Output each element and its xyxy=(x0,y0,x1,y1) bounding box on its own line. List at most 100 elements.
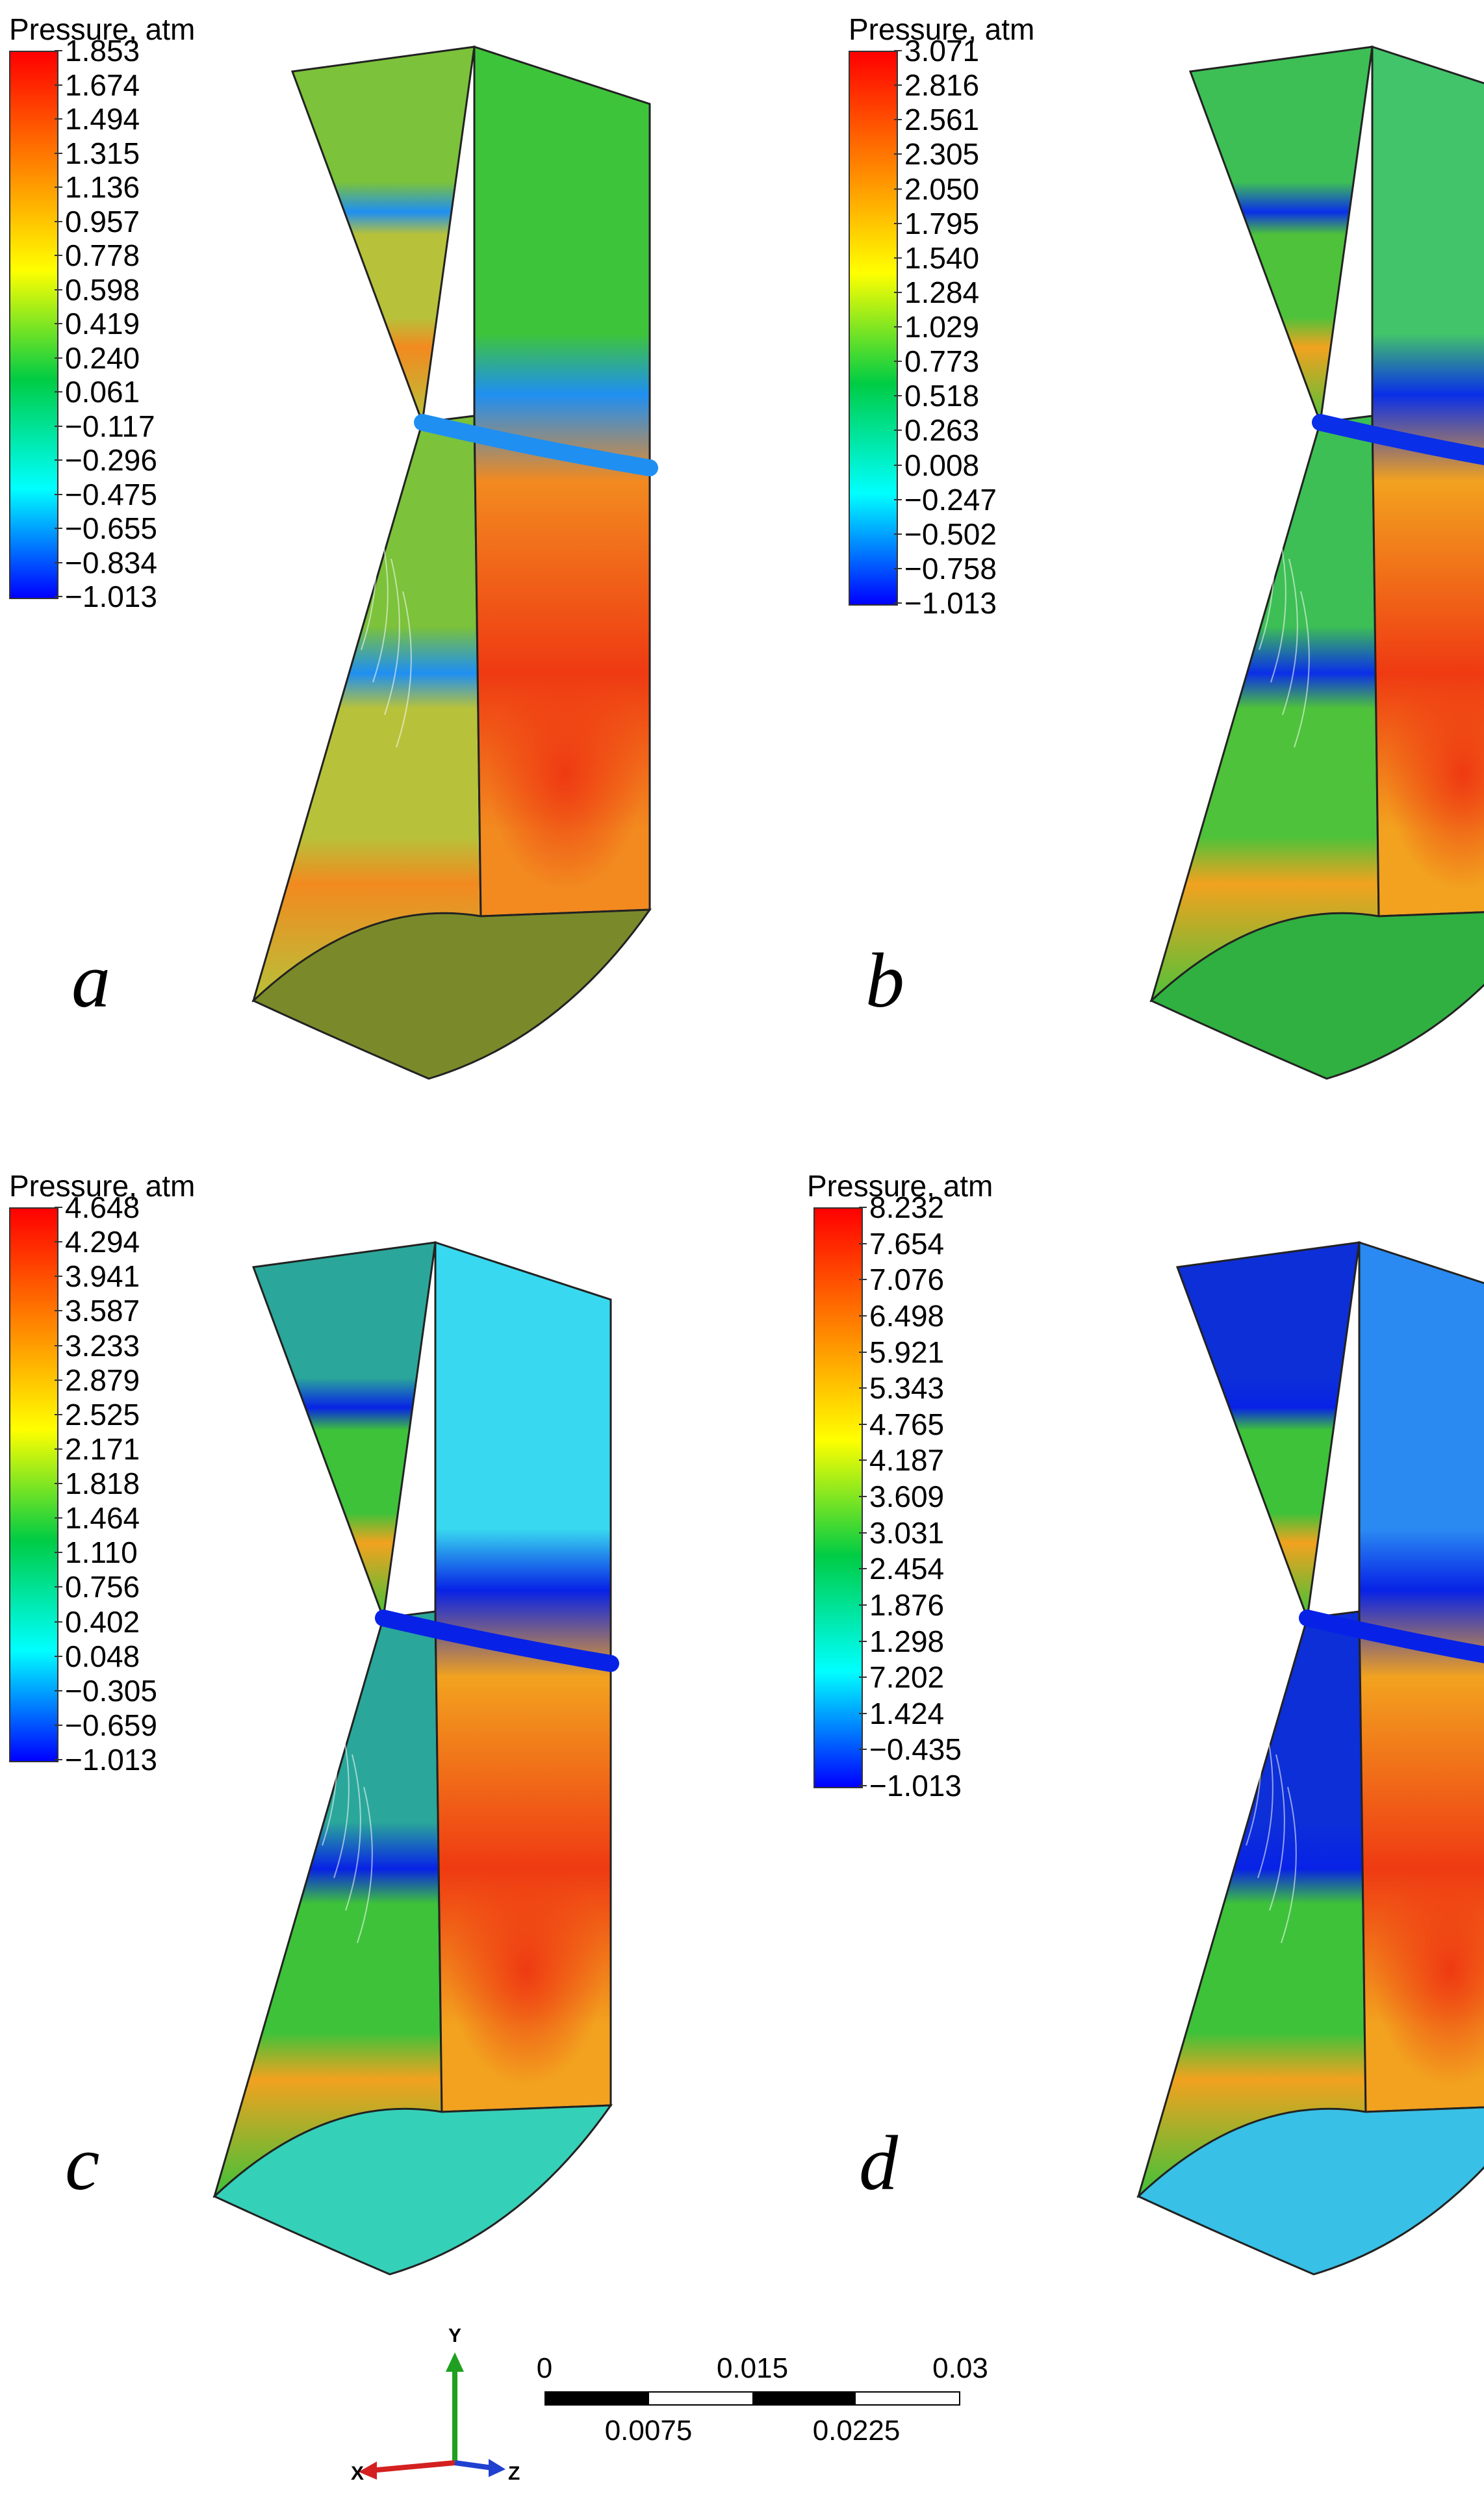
legend-tick-label: 0.957 xyxy=(65,204,140,238)
legend-tick-label: 2.525 xyxy=(65,1397,140,1432)
legend-tick-mark xyxy=(55,1448,62,1450)
legend-tick-label: −0.435 xyxy=(869,1732,962,1767)
contour-line xyxy=(1235,428,1251,585)
pressure-contour-model xyxy=(1136,1240,1484,2276)
legend-tick-label: 3.941 xyxy=(65,1259,140,1294)
legend-tick-mark xyxy=(55,596,62,597)
pressure-peak xyxy=(1385,656,1484,890)
scale-bar-segments xyxy=(544,2391,960,2406)
axis-triad xyxy=(359,2352,505,2480)
legend-tick-label: −1.013 xyxy=(869,1769,962,1803)
legend-tick-mark xyxy=(55,528,62,529)
legend-tick-mark xyxy=(55,459,62,461)
legend-tick-mark xyxy=(859,1785,867,1786)
legend-tick-label: −0.117 xyxy=(65,409,155,443)
legend-tick-mark xyxy=(894,361,902,363)
legend-tick-mark xyxy=(894,257,902,259)
legend-tick-mark xyxy=(894,464,902,466)
legend-tick-label: −1.013 xyxy=(904,586,997,620)
legend-tick-label: 1.674 xyxy=(65,68,140,102)
model-body xyxy=(1149,45,1484,1080)
legend-tick-mark xyxy=(859,1351,867,1353)
pressure-contour-model xyxy=(1149,45,1484,1080)
legend-tick-label: 4.294 xyxy=(65,1225,140,1259)
legend-tick-label: 1.464 xyxy=(65,1501,140,1535)
legend-title: Pressure, atm xyxy=(807,1169,993,1203)
legend-tick-mark xyxy=(55,1344,62,1346)
legend-tick-label: −0.659 xyxy=(65,1708,157,1742)
panel-letter: c xyxy=(65,2120,100,2206)
legend-tick-mark xyxy=(55,1413,62,1415)
model-body xyxy=(251,45,658,1080)
contour-line xyxy=(1234,1656,1250,1814)
legend-tick-label: −1.013 xyxy=(65,580,157,613)
legend-tick-mark xyxy=(894,567,902,569)
legend-tick-label: 1.298 xyxy=(869,1624,945,1658)
contour-line xyxy=(349,461,365,618)
x-axis-arrow xyxy=(370,2460,455,2473)
z-axis-arrowhead xyxy=(489,2459,505,2477)
contour-line xyxy=(361,493,377,650)
legend-tick-mark xyxy=(894,430,902,431)
legend-tick-mark xyxy=(55,186,62,188)
legend-labels: 3.071 2.816 2.561 2.305 2.050 1.795 1.540 1.284… xyxy=(894,36,1034,618)
legend-tick-label: 7.654 xyxy=(869,1226,945,1261)
legend-tick-label: 0.048 xyxy=(65,1639,140,1673)
contour-line xyxy=(310,1656,326,1814)
scale-label-top: 0 xyxy=(536,2352,553,2384)
legend-tick-mark xyxy=(55,1241,62,1243)
contour-line xyxy=(337,428,353,585)
model-body xyxy=(1136,1240,1484,2276)
legend-tick-mark xyxy=(859,1568,867,1570)
legend-labels: 8.232 7.654 7.076 6.498 5.921 5.343 4.765 4.187… xyxy=(859,1192,999,1801)
legend-tick-mark xyxy=(55,493,62,495)
legend-tick-mark xyxy=(55,1379,62,1381)
contour-line xyxy=(345,1754,361,1911)
legend-tick-label: 0.756 xyxy=(65,1570,140,1604)
panel-letter: d xyxy=(859,2120,898,2206)
legend-tick-mark xyxy=(894,498,902,500)
legend-tick-mark xyxy=(55,1759,62,1760)
contour-line xyxy=(1269,1754,1285,1911)
pressure-peak xyxy=(487,656,643,890)
low-pressure-band xyxy=(414,414,658,476)
legend-tick-label: 0.061 xyxy=(65,375,140,409)
legend-tick-mark xyxy=(894,188,902,190)
y-axis-label: Y xyxy=(448,2325,462,2346)
legend-tick-mark xyxy=(55,1517,62,1519)
legend-tick-label: 0.240 xyxy=(65,340,140,375)
legend-tick-label: 2.879 xyxy=(65,1363,140,1397)
color-legend-bar xyxy=(9,1207,58,1762)
contour-line xyxy=(333,1721,350,1879)
contour-line xyxy=(1247,461,1263,618)
upper-left-face xyxy=(290,45,476,423)
upper-left-face xyxy=(251,1241,437,1619)
legend-tick-label: 7.202 xyxy=(869,1660,945,1695)
legend-tick-label: 3.609 xyxy=(869,1480,945,1513)
legend-tick-label: −0.247 xyxy=(904,482,997,517)
legend-tick-label: 0.598 xyxy=(65,272,140,307)
legend-tick-mark xyxy=(55,1207,62,1208)
legend-tick-mark xyxy=(55,1586,62,1588)
floor-face xyxy=(1136,2106,1484,2276)
panel-a: Pressure, atm 1.853 1.674 1.494 1.315 1.136 0… xyxy=(0,0,742,1157)
legend-tick-label: −0.502 xyxy=(904,517,997,551)
low-pressure-band xyxy=(1312,414,1484,466)
low-pressure-band xyxy=(1299,1610,1484,1664)
legend-tick-label: 1.315 xyxy=(65,136,140,170)
legend-tick-label: 8.232 xyxy=(869,1190,945,1224)
legend-tick-mark xyxy=(55,357,62,359)
legend-tick-label: 3.031 xyxy=(869,1515,945,1550)
legend-tick-mark xyxy=(894,153,902,155)
legend-tick-mark xyxy=(894,50,902,51)
legend-tick-mark xyxy=(859,1640,867,1642)
contour-line xyxy=(1257,1721,1273,1879)
legend-tick-label: 5.921 xyxy=(869,1335,945,1369)
legend-tick-mark xyxy=(859,1207,867,1208)
legend-tick-mark xyxy=(894,291,902,293)
pressure-contour-model xyxy=(251,45,658,1080)
legend-tick-label: 1.540 xyxy=(904,240,980,275)
pressure-contour-model xyxy=(212,1240,619,2276)
legend-tick-mark xyxy=(55,255,62,256)
legend-tick-mark xyxy=(894,119,902,121)
